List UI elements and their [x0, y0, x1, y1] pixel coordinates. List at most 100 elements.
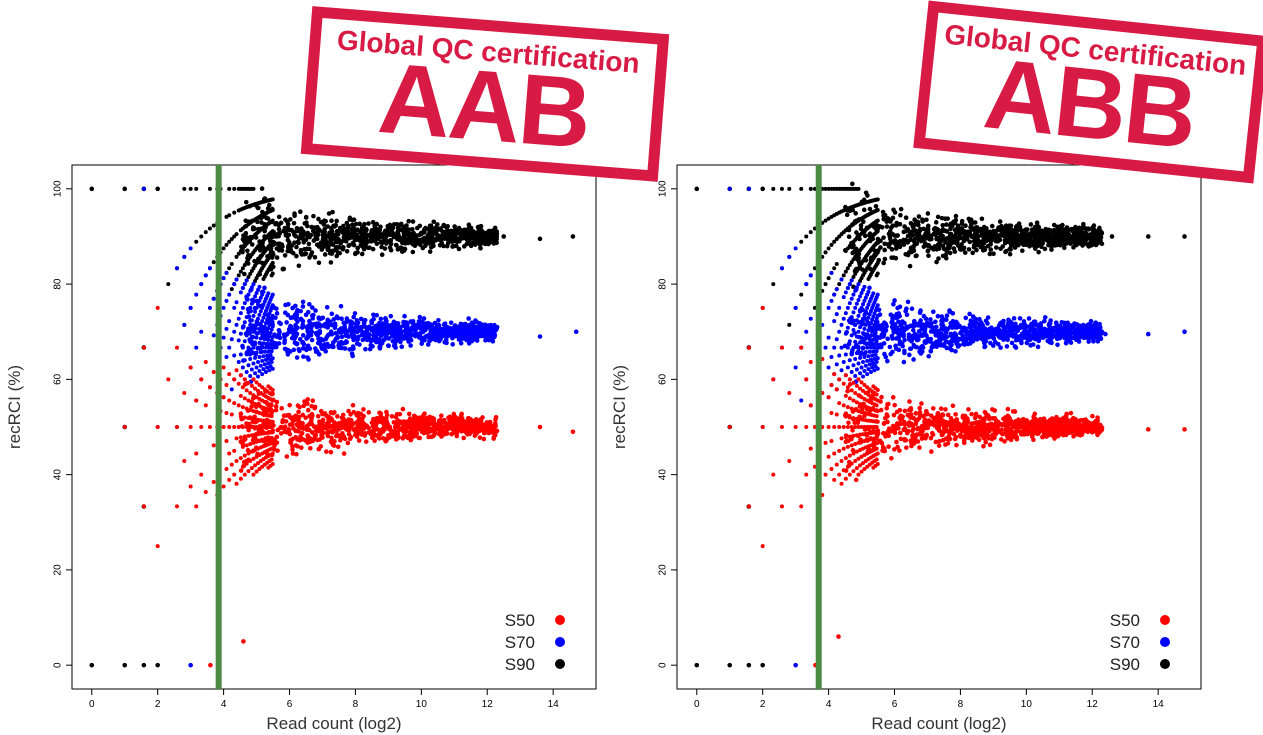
data-point [856, 233, 862, 238]
data-point [254, 319, 260, 324]
data-point [466, 323, 472, 328]
data-point [793, 246, 798, 251]
data-point [450, 244, 455, 249]
data-point [401, 224, 407, 230]
data-point [244, 294, 249, 300]
y-tick-label: 100 [53, 180, 64, 197]
data-point [242, 282, 247, 287]
data-point [932, 244, 938, 249]
data-point [298, 433, 303, 439]
data-point [240, 405, 245, 410]
data-point [883, 354, 889, 360]
data-point [893, 246, 899, 251]
data-point [450, 342, 456, 347]
data-point [441, 230, 447, 235]
data-point [333, 222, 339, 228]
data-point [313, 433, 319, 438]
data-point [489, 228, 495, 234]
data-point [837, 353, 842, 358]
data-point [888, 236, 893, 242]
data-point [849, 296, 854, 301]
data-point [478, 229, 484, 235]
data-point [337, 250, 343, 256]
data-point [305, 407, 311, 413]
data-point [253, 294, 258, 299]
data-point [335, 334, 341, 340]
data-point [346, 428, 352, 433]
data-point [271, 230, 277, 235]
data-point [862, 368, 867, 373]
data-point [315, 228, 321, 233]
data-point [312, 404, 318, 410]
data-point [406, 411, 412, 417]
data-point [413, 325, 419, 330]
data-point [401, 248, 407, 253]
data-point [861, 219, 866, 224]
data-point [254, 419, 260, 424]
data-point [253, 355, 258, 360]
data-point [227, 213, 232, 218]
data-point [1045, 238, 1050, 244]
data-point [330, 430, 335, 435]
data-point [265, 353, 271, 359]
data-point [251, 345, 256, 350]
data-point [970, 250, 975, 256]
data-point [242, 320, 247, 325]
data-point [296, 418, 302, 424]
data-point [274, 246, 280, 251]
data-point [257, 368, 262, 373]
data-point [457, 238, 462, 244]
data-point [238, 352, 243, 357]
data-point [851, 363, 856, 368]
data-point [260, 247, 266, 252]
data-point [270, 197, 275, 202]
data-point [240, 266, 245, 271]
data-point [309, 403, 314, 409]
data-point [310, 228, 316, 234]
data-point [289, 315, 295, 320]
data-point [391, 420, 397, 425]
data-point [221, 365, 226, 370]
data-point [799, 292, 804, 297]
data-point [402, 232, 407, 237]
data-point [981, 224, 987, 230]
data-point [347, 217, 353, 222]
data-point [287, 431, 293, 437]
data-point [427, 230, 433, 236]
data-point [344, 422, 349, 428]
data-point [232, 401, 237, 406]
data-point [349, 330, 355, 336]
data-point [948, 221, 954, 227]
data-point [949, 237, 955, 242]
data-point [839, 277, 844, 282]
data-point [194, 398, 199, 403]
data-point [832, 292, 837, 297]
data-point [854, 301, 859, 306]
data-point [929, 236, 934, 242]
data-point [254, 409, 259, 415]
data-point [340, 422, 346, 428]
data-point [859, 291, 864, 296]
data-point [242, 453, 247, 458]
x-tick-label: 12 [482, 699, 494, 710]
data-point [839, 368, 844, 373]
data-point [295, 307, 300, 313]
data-point [239, 424, 245, 429]
x-tick-label: 4 [826, 699, 832, 710]
data-point [847, 301, 852, 306]
data-point [862, 284, 867, 289]
data-point [1009, 227, 1015, 233]
data-point [232, 448, 237, 453]
data-point [257, 271, 263, 277]
data-point [251, 456, 256, 461]
data-point [384, 438, 389, 443]
data-point [483, 338, 488, 343]
data-point [886, 231, 892, 237]
data-point [980, 241, 985, 247]
data-point [260, 240, 265, 246]
data-point [398, 339, 403, 345]
data-point [1090, 227, 1096, 232]
data-point [925, 224, 931, 229]
data-point [412, 417, 417, 423]
series-s50 [122, 305, 576, 668]
